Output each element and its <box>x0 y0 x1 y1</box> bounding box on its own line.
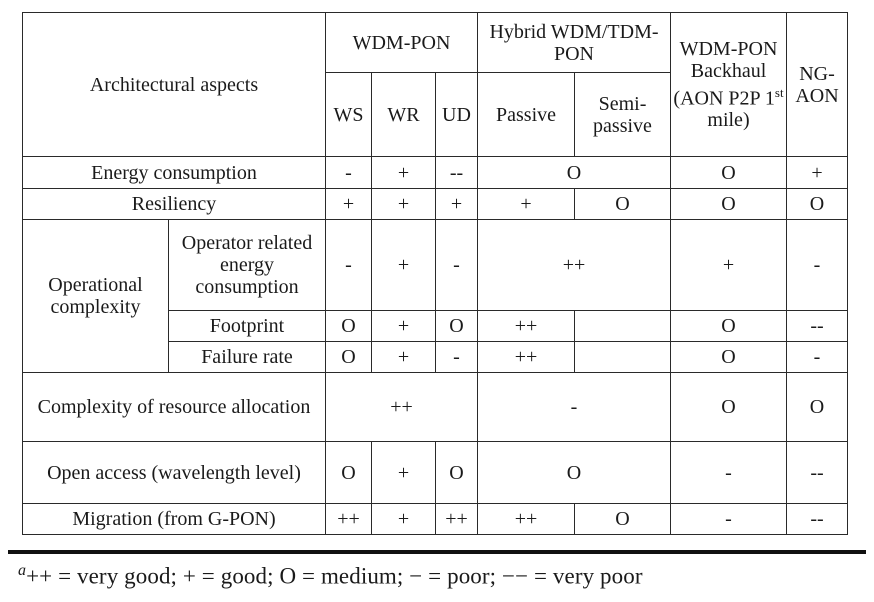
cell: -- <box>786 310 848 342</box>
cell: + <box>371 188 436 220</box>
cell: O <box>670 156 787 189</box>
cell: ++ <box>477 503 575 535</box>
table-row: Footprint O + O ++ O -- <box>23 310 848 342</box>
row-label-resource-allocation: Complexity of resource allocation <box>22 372 326 442</box>
cell: - <box>786 341 848 373</box>
cell: ++ <box>477 219 671 311</box>
cell: O <box>477 156 671 189</box>
row-label-migration: Migration (from G-PON) <box>22 503 326 535</box>
table-row: Migration (from G-PON) ++ + ++ ++ O - -- <box>22 503 848 535</box>
row-label-footprint: Footprint <box>168 310 326 342</box>
cell: + <box>371 219 436 311</box>
header-wr: WR <box>371 72 436 157</box>
footnote-text: ++ = very good; + = good; O = medium; − … <box>26 563 643 589</box>
footnote-marker: a <box>18 562 27 579</box>
header-ud: UD <box>435 72 478 157</box>
row-group-operational-complexity: Operational complexity <box>22 219 169 373</box>
cell: O <box>574 188 671 220</box>
header-backhaul-sup: st <box>774 84 784 100</box>
cell: + <box>371 310 436 342</box>
cell: + <box>371 156 436 189</box>
header-ws: WS <box>325 72 372 157</box>
table-row: Open access (wavelength level) O + O O -… <box>22 441 848 504</box>
row-label-operator-energy: Operator related energy consumption <box>168 219 326 311</box>
cell: O <box>574 503 671 535</box>
cell: - <box>325 156 372 189</box>
cell: - <box>435 341 478 373</box>
cell: - <box>477 372 671 442</box>
header-ng-aon: NG-AON <box>786 12 848 157</box>
cell: + <box>325 188 372 220</box>
row-label-open-access: Open access (wavelength level) <box>22 441 326 504</box>
cell: -- <box>786 503 848 535</box>
cell: ++ <box>435 503 478 535</box>
cell: - <box>435 219 478 311</box>
cell: O <box>435 310 478 342</box>
header-backhaul: WDM-PON Backhaul (AON P2P 1st mile) <box>670 12 787 157</box>
cell: - <box>325 219 372 311</box>
cell: O <box>435 441 478 504</box>
cell: O <box>670 372 787 442</box>
cell: O <box>325 310 372 342</box>
cell: -- <box>435 156 478 189</box>
comparison-table: Architectural aspects WDM-PON Hybrid WDM… <box>22 12 848 535</box>
cell: ++ <box>477 341 575 373</box>
cell: O <box>786 188 848 220</box>
table-row: Energy consumption - + -- O O + <box>22 156 848 189</box>
header-wdm-pon: WDM-PON <box>325 12 478 73</box>
header-hybrid: Hybrid WDM/TDM-PON <box>477 12 671 73</box>
cell: O <box>325 441 372 504</box>
cell: ++ <box>325 372 478 442</box>
cell: - <box>670 441 787 504</box>
cell: + <box>786 156 848 189</box>
row-label-failure-rate: Failure rate <box>168 341 326 373</box>
row-label-resiliency: Resiliency <box>22 188 326 220</box>
cell: -- <box>786 441 848 504</box>
footnote: a++ = very good; + = good; O = medium; −… <box>18 562 643 590</box>
footnote-divider <box>8 550 866 554</box>
header-passive: Passive <box>477 72 575 157</box>
table-row: Operational complexity Operator related … <box>22 219 848 373</box>
cell: + <box>435 188 478 220</box>
cell: + <box>371 441 436 504</box>
cell: + <box>371 503 436 535</box>
table-row: Complexity of resource allocation ++ - O… <box>22 372 848 442</box>
header-backhaul-tail: mile) <box>707 109 750 132</box>
header-backhaul-text: WDM-PON Backhaul (AON P2P 1 <box>673 37 778 110</box>
header-architectural-aspects: Architectural aspects <box>22 12 326 157</box>
cell: + <box>371 341 436 373</box>
cell: O <box>670 188 787 220</box>
cell: - <box>786 219 848 311</box>
cell: O <box>670 310 787 342</box>
cell: O <box>477 441 671 504</box>
cell: ++ <box>477 310 575 342</box>
cell <box>574 341 671 373</box>
cell <box>574 310 671 342</box>
cell: - <box>670 503 787 535</box>
cell: O <box>670 341 787 373</box>
cell: ++ <box>325 503 372 535</box>
cell: + <box>670 219 787 311</box>
header-semi-passive: Semi-passive <box>574 72 671 157</box>
table-row: Resiliency + + + + O O O <box>22 188 848 220</box>
cell: + <box>477 188 575 220</box>
cell: O <box>786 372 848 442</box>
row-label-energy: Energy consumption <box>22 156 326 189</box>
cell: O <box>325 341 372 373</box>
